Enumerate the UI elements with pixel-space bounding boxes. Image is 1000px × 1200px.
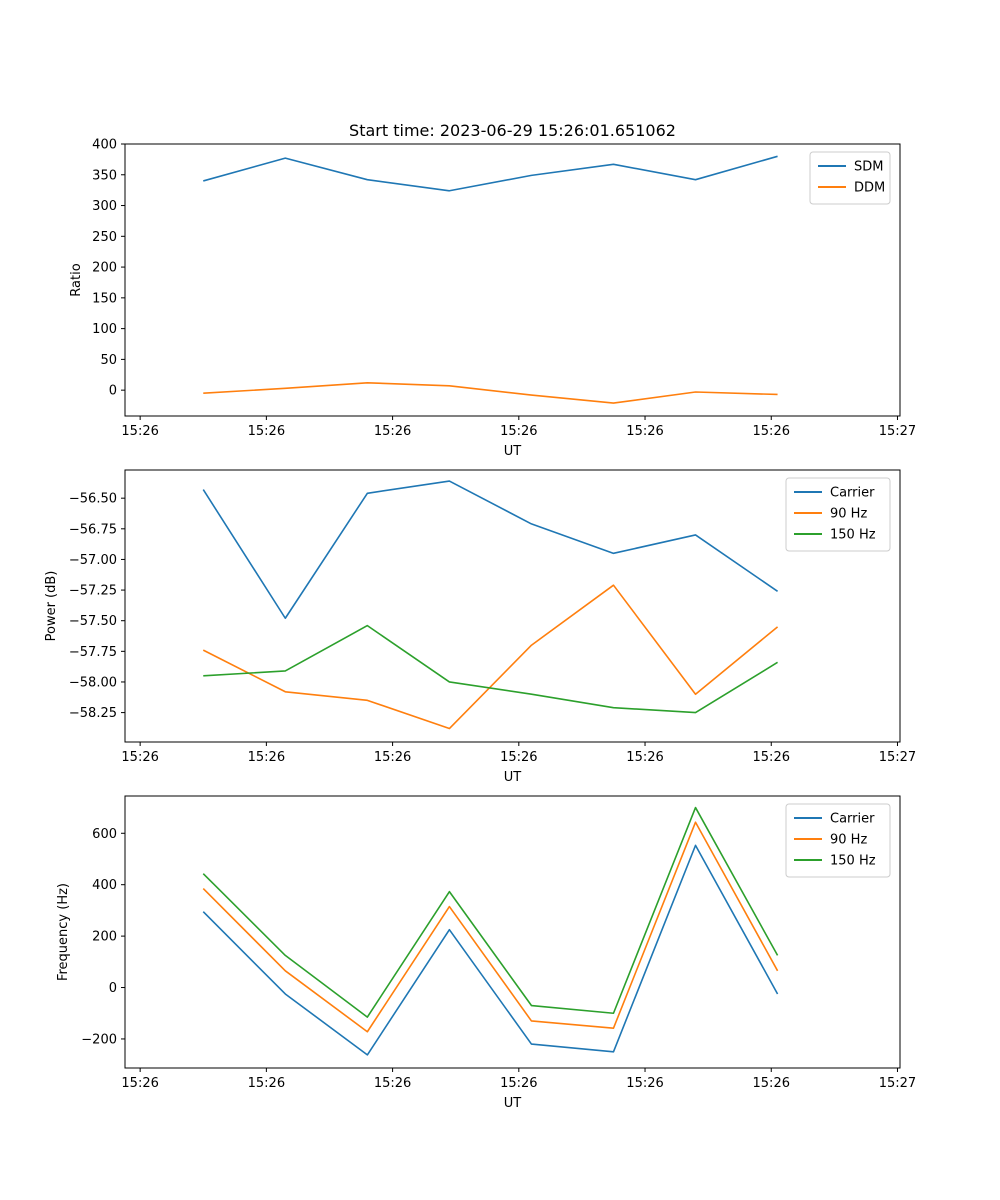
y-tick-label: 300 (92, 199, 117, 214)
y-tick-label: −58.00 (69, 675, 117, 690)
legend: SDM DDM (809, 151, 891, 205)
y-tick-label: 250 (92, 230, 117, 245)
series-line-90-hz (202, 821, 779, 1033)
y-tick-label: −58.25 (69, 706, 117, 721)
y-tick-label: −56.75 (69, 522, 117, 537)
x-tick-label: 15:27 (879, 424, 916, 439)
x-axis-label: UT (504, 1096, 522, 1111)
x-tick-label: 15:26 (626, 1076, 663, 1091)
legend-label: Carrier (830, 812, 875, 827)
x-tick-label: 15:26 (500, 750, 537, 765)
legend-label: 90 Hz (830, 833, 867, 848)
x-axis-label: UT (504, 770, 522, 785)
x-tick-label: 15:27 (879, 750, 916, 765)
legend-label: 150 Hz (830, 528, 876, 543)
y-tick-label: 0 (109, 384, 117, 399)
x-tick-label: 15:26 (121, 1076, 158, 1091)
x-tick-label: 15:27 (879, 1076, 916, 1091)
legend: Carrier 90 Hz 150 Hz (785, 803, 891, 878)
y-tick-label: 0 (109, 981, 117, 996)
y-axis-label: Frequency (Hz) (56, 883, 71, 981)
x-tick-label: 15:26 (753, 750, 790, 765)
legend-label: DDM (854, 181, 885, 196)
y-tick-label: −56.50 (69, 492, 117, 507)
series-line-sdm (203, 155, 778, 192)
x-tick-label: 15:26 (121, 750, 158, 765)
x-axis-label: UT (504, 444, 522, 459)
legend-label: 150 Hz (830, 854, 876, 869)
x-tick-label: 15:26 (500, 424, 537, 439)
x-tick-label: 15:26 (500, 1076, 537, 1091)
chart-title: Start time: 2023-06-29 15:26:01.651062 (349, 121, 676, 140)
y-tick-label: 350 (92, 168, 117, 183)
panel-power: 15:26 15:26 15:26 15:26 15:26 15:26 15:27 −58.2… (44, 469, 916, 785)
x-tick-label: 15:26 (121, 424, 158, 439)
y-axis-label: Ratio (69, 263, 84, 296)
panel-frequency: 15:26 15:26 15:26 15:26 15:26 15:26 15:27 −200 0… (56, 795, 916, 1111)
y-tick-label: 400 (92, 878, 117, 893)
legend-label: 90 Hz (830, 507, 867, 522)
y-tick-label: −57.00 (69, 553, 117, 568)
x-tick-label: 15:26 (248, 750, 285, 765)
y-tick-label: 600 (92, 827, 117, 842)
y-tick-label: 50 (100, 353, 117, 368)
plot-frame (124, 795, 901, 1069)
y-axis-label: Power (dB) (44, 571, 59, 642)
panel-ratio: 15:26 15:26 15:26 15:26 15:26 15:26 15:27 0 50 10… (69, 138, 916, 460)
y-tick-label: −57.25 (69, 584, 117, 599)
legend-label: Carrier (830, 486, 875, 501)
y-tick-label: 150 (92, 291, 117, 306)
y-tick-label: 400 (92, 138, 117, 153)
y-tick-label: −57.50 (69, 614, 117, 629)
series-line-carrier (202, 480, 779, 620)
series-line-ddm (203, 381, 778, 404)
x-tick-label: 15:26 (248, 1076, 285, 1091)
y-tick-label: 200 (92, 930, 117, 945)
series-line-150-hz (203, 624, 778, 714)
series-line-90-hz (202, 584, 779, 730)
legend: Carrier 90 Hz 150 Hz (785, 477, 891, 552)
y-tick-label: 100 (92, 322, 117, 337)
x-tick-label: 15:26 (374, 1076, 411, 1091)
x-tick-label: 15:26 (753, 1076, 790, 1091)
x-tick-label: 15:26 (374, 424, 411, 439)
series-line-150-hz (202, 806, 779, 1018)
x-tick-label: 15:26 (626, 424, 663, 439)
series-line-carrier (202, 844, 779, 1056)
y-tick-label: −200 (81, 1032, 117, 1047)
plot-frame (124, 143, 901, 417)
legend-box (785, 803, 891, 878)
x-tick-label: 15:26 (753, 424, 790, 439)
legend-label: SDM (854, 160, 883, 175)
plot-frame (124, 469, 901, 743)
x-tick-label: 15:26 (248, 424, 285, 439)
legend-box (785, 477, 891, 552)
x-tick-label: 15:26 (626, 750, 663, 765)
y-tick-label: 200 (92, 261, 117, 276)
x-tick-label: 15:26 (374, 750, 411, 765)
y-tick-label: −57.75 (69, 645, 117, 660)
